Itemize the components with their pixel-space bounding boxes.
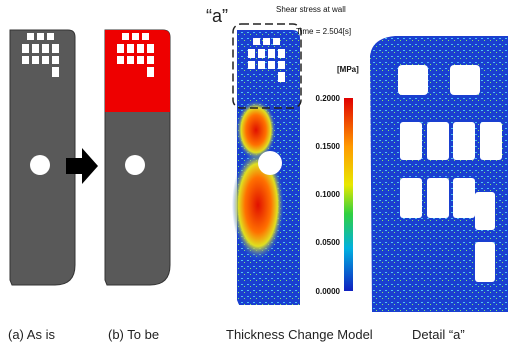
- sim-time: Time = 2.504[s]: [296, 27, 351, 36]
- caption: Thickness Change Model: [226, 327, 373, 342]
- caption: (a) As is: [8, 327, 55, 342]
- hole: [400, 122, 422, 160]
- callout-label: “a”: [206, 6, 228, 26]
- hole: [427, 178, 449, 218]
- colorbar-tick: 0.0000: [316, 287, 341, 296]
- hole: [450, 65, 480, 95]
- caption: (b) To be: [108, 327, 159, 342]
- hole: [480, 122, 502, 160]
- hole: [453, 122, 475, 160]
- hole: [400, 178, 422, 218]
- caption: Detail “a”: [412, 327, 465, 342]
- colorbar: [344, 98, 353, 291]
- hole-circle: [258, 151, 282, 175]
- hole-circle: [125, 155, 145, 175]
- hole: [475, 242, 495, 282]
- hole-circle: [30, 155, 50, 175]
- colorbar-tick: 0.0500: [316, 238, 341, 247]
- colorbar-tick: 0.1000: [316, 190, 341, 199]
- sim-title: Shear stress at wall: [276, 5, 346, 14]
- hole: [398, 65, 428, 95]
- colorbar-unit: [MPa]: [337, 65, 359, 74]
- hole: [427, 122, 449, 160]
- hole: [453, 178, 475, 218]
- thick-region: [105, 30, 170, 112]
- colorbar-tick: 0.2000: [316, 94, 341, 103]
- colorbar-tick: 0.1500: [316, 142, 341, 151]
- figure: “a” Shear stress at wall Time = 2.504[s]…: [0, 0, 508, 347]
- hole: [475, 192, 495, 230]
